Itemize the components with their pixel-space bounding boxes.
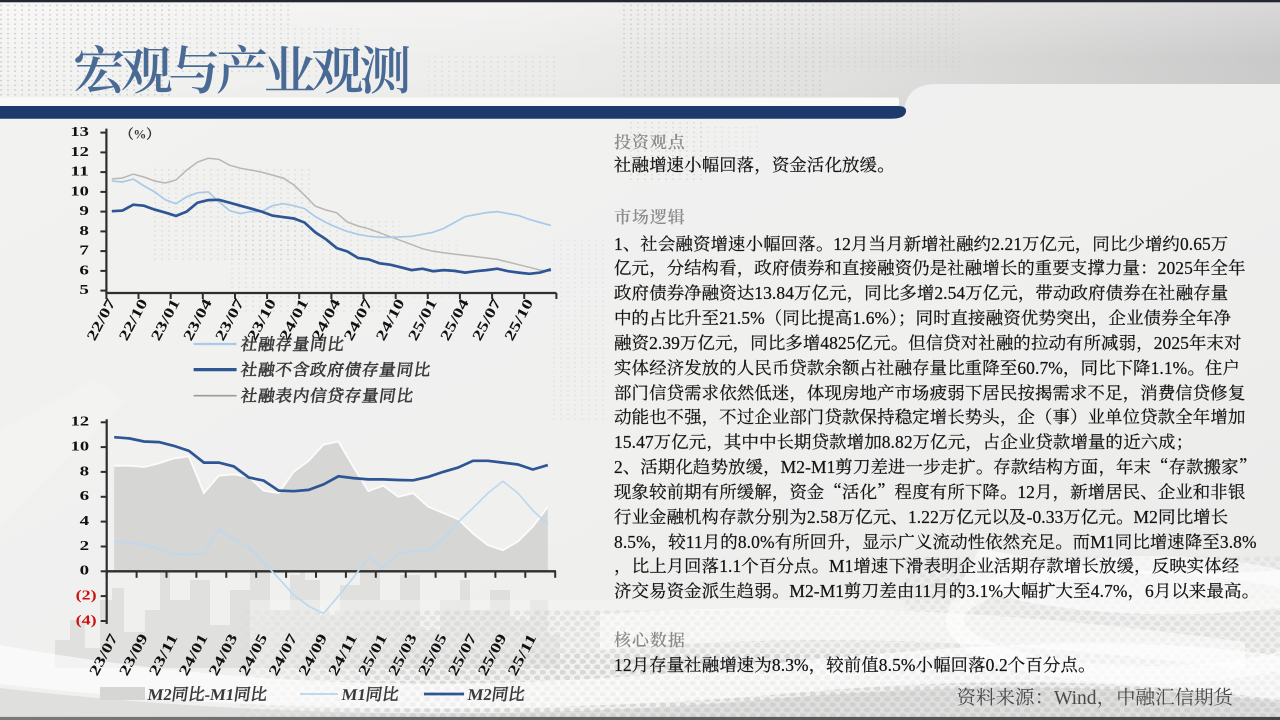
svg-text:25/10: 25/10 bbox=[502, 296, 537, 343]
svg-text:社融不含政府债存量同比: 社融不含政府债存量同比 bbox=[238, 356, 433, 380]
svg-text:7: 7 bbox=[79, 244, 89, 259]
svg-text:24/10: 24/10 bbox=[373, 296, 408, 343]
svg-text:25/07: 25/07 bbox=[470, 296, 505, 343]
svg-text:0: 0 bbox=[80, 564, 90, 579]
svg-text:6: 6 bbox=[79, 263, 89, 278]
svg-text:24/07: 24/07 bbox=[341, 296, 376, 343]
svg-text:（%）: （%） bbox=[120, 124, 159, 143]
svg-text:M2同比-M1同比: M2同比-M1同比 bbox=[146, 681, 269, 705]
svg-text:M2同比: M2同比 bbox=[466, 681, 527, 705]
svg-text:M1同比: M1同比 bbox=[340, 681, 401, 705]
svg-text:23/04: 23/04 bbox=[180, 296, 215, 343]
svg-text:8: 8 bbox=[80, 464, 90, 479]
svg-text:23/01: 23/01 bbox=[148, 296, 183, 343]
svg-text:2: 2 bbox=[80, 539, 90, 554]
svg-text:25/11: 25/11 bbox=[505, 631, 540, 678]
svg-text:(4): (4) bbox=[76, 613, 97, 628]
svg-text:6: 6 bbox=[80, 489, 90, 504]
svg-text:10: 10 bbox=[70, 184, 89, 199]
svg-text:4: 4 bbox=[80, 514, 90, 529]
svg-text:8: 8 bbox=[79, 224, 89, 239]
svg-text:22/07: 22/07 bbox=[84, 296, 119, 343]
svg-text:社融存量同比: 社融存量同比 bbox=[238, 331, 346, 355]
svg-text:13: 13 bbox=[70, 125, 89, 140]
svg-text:社融表内信贷存量同比: 社融表内信贷存量同比 bbox=[238, 383, 415, 407]
svg-text:(2): (2) bbox=[76, 589, 97, 604]
svg-text:22/10: 22/10 bbox=[116, 296, 151, 343]
svg-text:5: 5 bbox=[79, 283, 89, 298]
svg-text:25/04: 25/04 bbox=[437, 296, 472, 343]
svg-text:25/01: 25/01 bbox=[405, 296, 440, 343]
svg-text:11: 11 bbox=[70, 165, 89, 180]
svg-text:12: 12 bbox=[71, 415, 90, 430]
svg-text:10: 10 bbox=[71, 440, 90, 455]
svg-text:12: 12 bbox=[70, 145, 89, 160]
svg-text:9: 9 bbox=[79, 204, 89, 219]
